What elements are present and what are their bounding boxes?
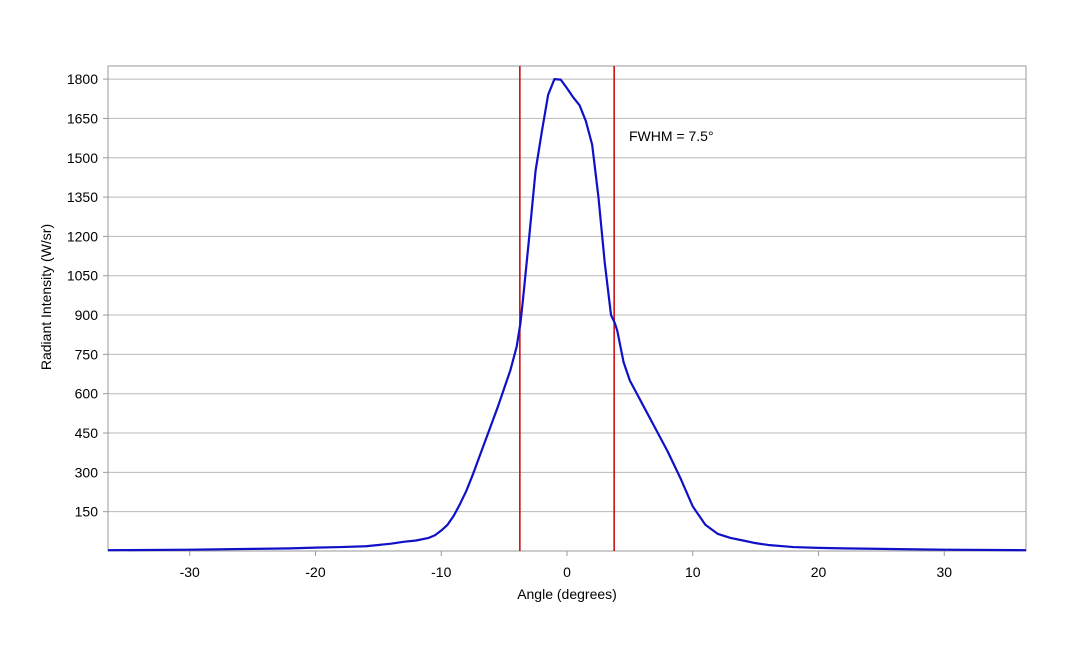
grid bbox=[108, 78, 1026, 513]
y-tick-label: 1350 bbox=[67, 189, 98, 205]
y-tick-label: 1050 bbox=[67, 268, 98, 284]
x-tick-label: 0 bbox=[563, 564, 571, 580]
y-tick-label: 450 bbox=[75, 425, 99, 441]
intensity-curve bbox=[107, 78, 1027, 552]
plot-area bbox=[108, 66, 1026, 551]
y-tick-label: 1500 bbox=[67, 150, 98, 166]
x-tick-label: 20 bbox=[811, 564, 827, 580]
y-tick-label: 300 bbox=[75, 464, 99, 480]
y-tick-label: 1200 bbox=[67, 228, 98, 244]
x-tick-label: 10 bbox=[685, 564, 701, 580]
fwhm-annotation: FWHM = 7.5° bbox=[629, 128, 714, 144]
x-tick-label: -10 bbox=[431, 564, 451, 580]
y-tick-label: 750 bbox=[75, 346, 99, 362]
x-axis: -30 -20 -10 0 10 20 30 bbox=[180, 551, 952, 580]
y-tick-label: 1650 bbox=[67, 110, 98, 126]
y-tick-label: 600 bbox=[75, 386, 99, 402]
y-tick-label: 900 bbox=[75, 307, 99, 323]
y-tick-label: 1800 bbox=[67, 71, 98, 87]
y-axis-title: Radiant Intensity (W/sr) bbox=[38, 224, 54, 370]
x-tick-label: -30 bbox=[180, 564, 200, 580]
x-axis-title: Angle (degrees) bbox=[517, 586, 617, 602]
x-tick-label: -20 bbox=[305, 564, 325, 580]
y-axis: 150 300 450 600 750 900 1050 1200 1350 1500 1650 18… bbox=[67, 71, 108, 520]
y-tick-label: 150 bbox=[75, 504, 99, 520]
fwhm-markers bbox=[519, 66, 615, 551]
x-tick-label: 30 bbox=[936, 564, 952, 580]
